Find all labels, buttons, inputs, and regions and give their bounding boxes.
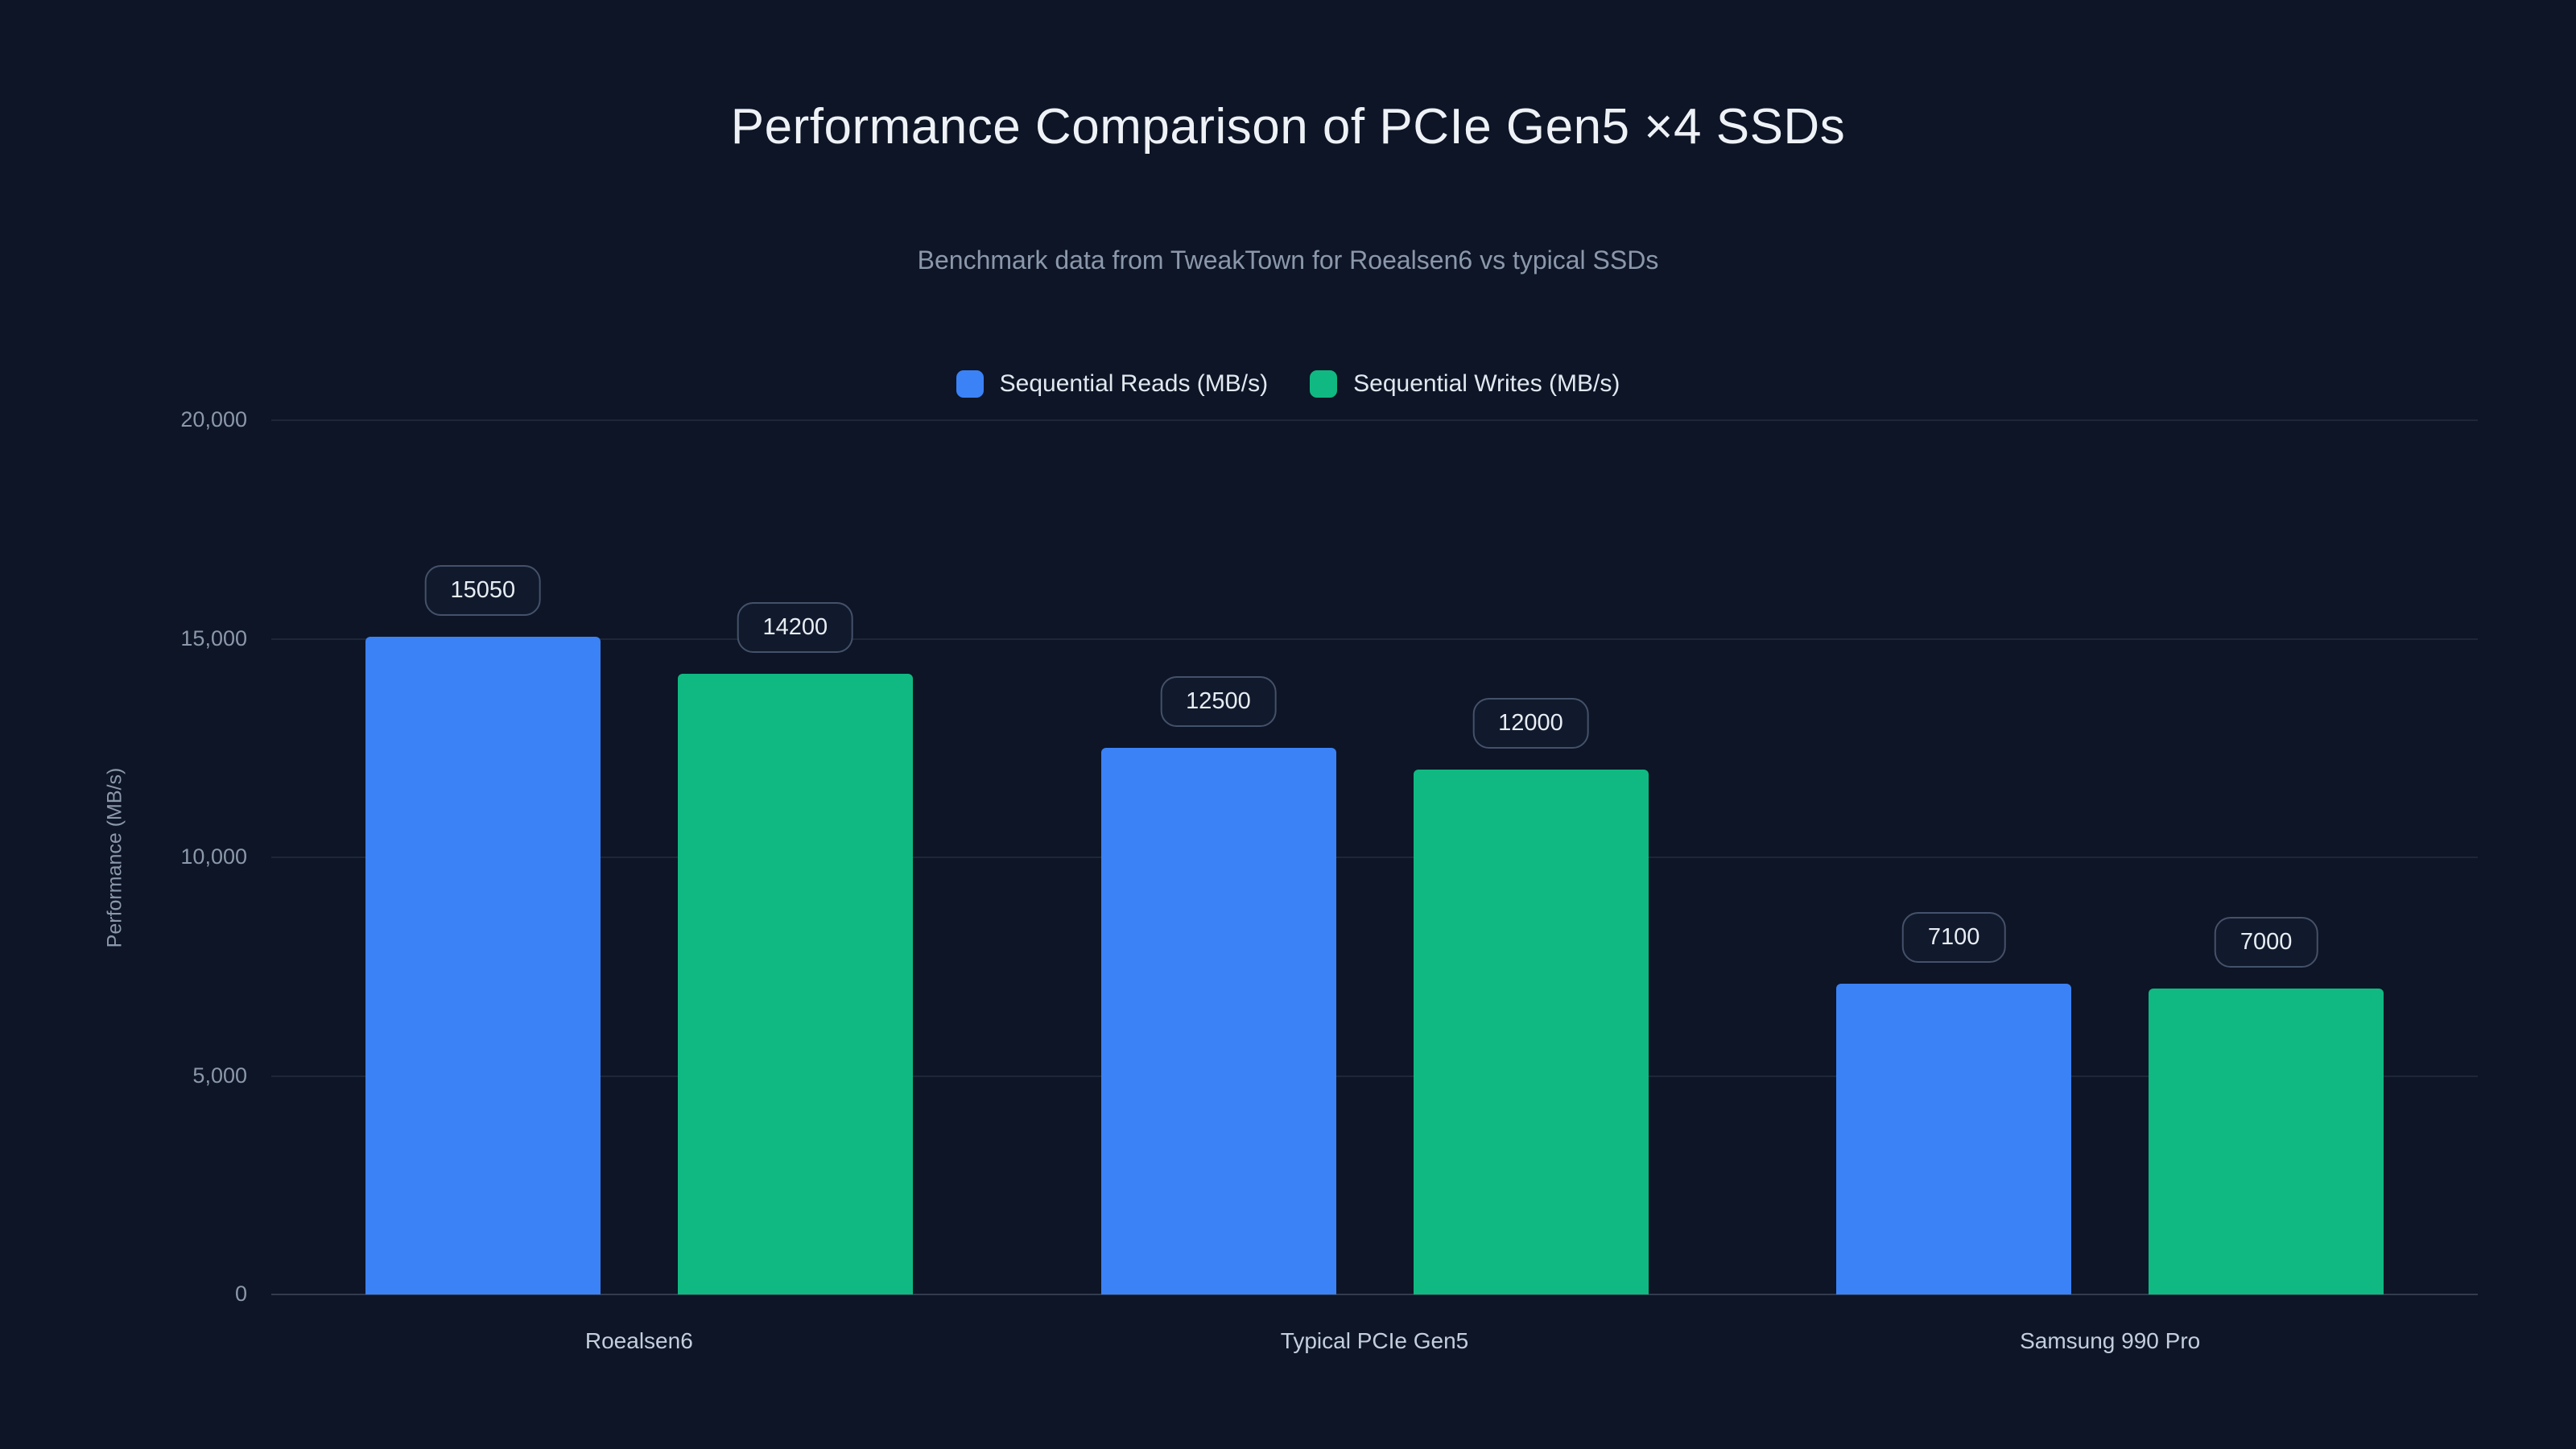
- bar-samsung-990-pro-sequential-writes-mb-s: [2149, 988, 2384, 1294]
- value-label-roealsen6-sequential-reads-mb-s: 15050: [424, 564, 542, 616]
- gridline-y-15000: [271, 638, 2478, 640]
- gridline-y-10000: [271, 857, 2478, 858]
- bar-roealsen6-sequential-writes-mb-s: [677, 673, 913, 1294]
- y-tick-label-10000: 10,000: [180, 844, 247, 869]
- legend-item-sequential-writes-mb-s[interactable]: Sequential Writes (MB/s): [1310, 370, 1620, 398]
- y-tick-label-15000: 15,000: [180, 625, 247, 650]
- value-label-typical-pcie-gen5-sequential-reads-mb-s: 12500: [1160, 676, 1277, 728]
- bar-typical-pcie-gen5-sequential-reads-mb-s: [1100, 748, 1336, 1294]
- value-label-samsung-990-pro-sequential-reads-mb-s: 7100: [1901, 912, 2006, 964]
- bar-typical-pcie-gen5-sequential-writes-mb-s: [1413, 770, 1649, 1294]
- plot-area: 0 5,000 10,000 15,000 20,000 Roealsen6 15050 14…: [180, 407, 2478, 1353]
- x-category-label-roealsen6: Roealsen6: [584, 1328, 693, 1353]
- legend-swatch-icon: [1310, 370, 1338, 398]
- y-tick-label-0: 0: [234, 1282, 247, 1306]
- bar-samsung-990-pro-sequential-reads-mb-s: [1836, 984, 2072, 1294]
- value-label-roealsen6-sequential-writes-mb-s: 14200: [737, 601, 854, 653]
- x-category-label-typical-pcie-gen5: Typical PCIe Gen5: [1280, 1328, 1469, 1353]
- legend-item-sequential-reads-mb-s[interactable]: Sequential Reads (MB/s): [956, 370, 1269, 398]
- value-label-typical-pcie-gen5-sequential-writes-mb-s: 12000: [1472, 698, 1589, 749]
- gridline-y-5000: [271, 1075, 2478, 1077]
- bar-roealsen6-sequential-reads-mb-s: [365, 636, 601, 1294]
- chart-header: Performance Comparison of PCIe Gen5 ×4 S…: [0, 0, 2576, 398]
- legend-label: Sequential Writes (MB/s): [1353, 370, 1620, 397]
- chart-subtitle: Benchmark data from TweakTown for Roeals…: [917, 246, 1659, 275]
- legend: Sequential Reads (MB/s) Sequential Writes…: [0, 370, 2576, 398]
- gridline-y-20000: [271, 419, 2478, 421]
- y-tick-label-5000: 5,000: [192, 1063, 247, 1088]
- legend-label: Sequential Reads (MB/s): [999, 370, 1269, 397]
- value-label-samsung-990-pro-sequential-writes-mb-s: 7000: [2214, 916, 2318, 968]
- y-tick-label-20000: 20,000: [180, 407, 247, 431]
- chart-title: Performance Comparison of PCIe Gen5 ×4 S…: [730, 99, 1846, 155]
- gridline-y-0: [271, 1294, 2478, 1295]
- x-category-label-samsung-990-pro: Samsung 990 Pro: [2020, 1328, 2201, 1353]
- legend-swatch-icon: [956, 370, 984, 398]
